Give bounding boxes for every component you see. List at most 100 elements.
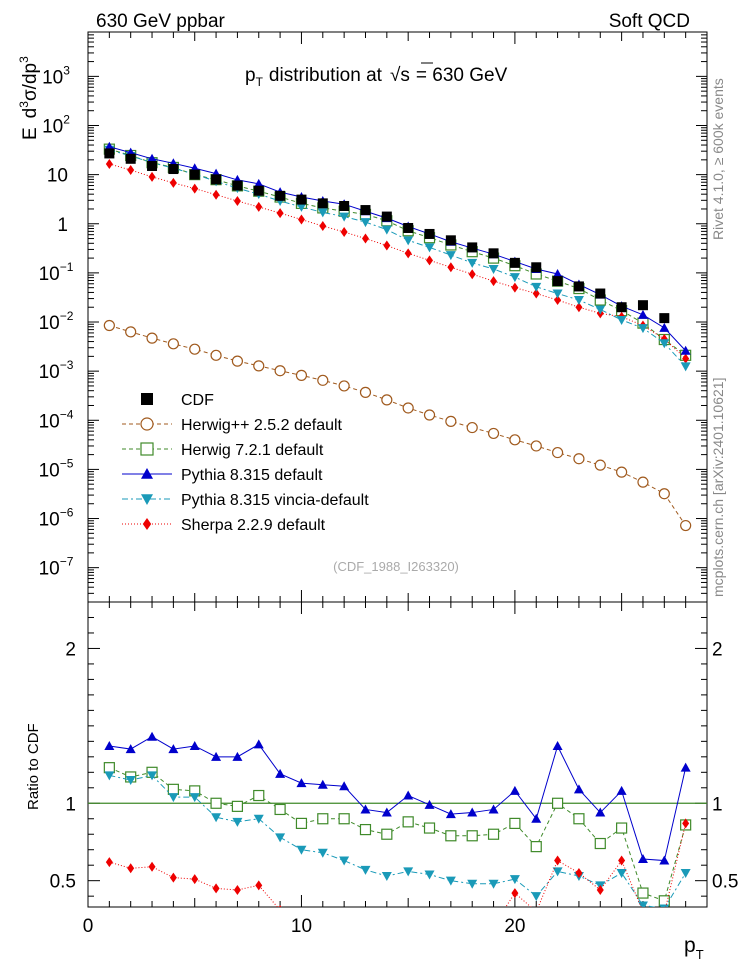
ratio-point-vincia <box>104 771 115 781</box>
point-cdf <box>488 248 499 259</box>
point-sherpa <box>383 240 391 251</box>
ratio-point-pythia <box>445 809 456 819</box>
point-herwigpp <box>210 349 222 361</box>
ratio-y-tick-label: 0.5 <box>50 872 76 893</box>
point-herwigpp <box>637 476 649 488</box>
point-sherpa <box>127 165 135 176</box>
point-vincia <box>637 324 648 334</box>
y-tick-exponent: −1 <box>60 260 74 274</box>
point-herwigpp <box>167 338 179 350</box>
point-cdf <box>467 242 478 253</box>
ratio-point-vincia <box>296 845 307 855</box>
ratio-point-pythia <box>531 813 542 823</box>
ratio-point-pythia <box>488 804 499 814</box>
ratio-point-sherpa <box>682 818 690 829</box>
ratio-point-sherpa <box>642 906 644 907</box>
point-herwigpp <box>509 434 521 446</box>
ratio-point-pythia <box>616 785 627 795</box>
ratio-point-herwig7 <box>616 822 628 834</box>
ratio-ticks: 0 10 20 0.5 0.5 1 1 2 2 <box>50 602 738 937</box>
legend-label-vincia: Pythia 8.315 vincia-default <box>181 492 369 509</box>
series-herwigpp <box>103 319 692 532</box>
y-tick-label: 10−4 <box>39 407 74 432</box>
ratio-point-herwig7 <box>466 830 478 842</box>
point-herwigpp <box>231 355 244 367</box>
y-tick-label: 10 <box>47 166 68 187</box>
point-cdf <box>275 190 286 201</box>
point-sherpa <box>468 269 476 280</box>
point-cdf <box>509 257 520 268</box>
point-cdf <box>659 313 670 324</box>
point-sherpa <box>575 302 583 313</box>
y-tick-base: 10 <box>39 510 60 531</box>
x-tick-label: 20 <box>504 916 525 937</box>
ratio-point-vincia <box>445 876 456 886</box>
mcplots-label: mcplots.cern.ch [arXiv:2401.10621] <box>710 378 726 597</box>
y-tick-label: 10−7 <box>39 555 74 580</box>
point-herwigpp <box>317 374 329 386</box>
point-cdf <box>616 302 627 313</box>
x-tick-label: 10 <box>291 916 312 937</box>
point-herwigpp <box>594 459 606 471</box>
y-tick-base: 10 <box>39 362 60 383</box>
series-line-herwigpp <box>109 325 687 526</box>
point-vincia <box>509 273 520 283</box>
ratio-point-pythia <box>232 751 243 761</box>
ratio-point-vincia <box>616 868 627 878</box>
ratio-point-herwig7 <box>573 813 585 825</box>
point-sherpa <box>426 255 434 266</box>
y-tick-base: 10 <box>39 313 60 334</box>
point-sherpa <box>148 171 156 182</box>
ratio-point-pythia <box>381 807 392 817</box>
point-sherpa <box>490 276 498 287</box>
point-cdf <box>403 222 414 233</box>
point-herwigpp <box>530 440 542 452</box>
ratio-point-vincia <box>211 813 222 823</box>
ratio-point-pythia <box>509 785 520 795</box>
ratio-point-pythia <box>168 744 179 754</box>
ratio-point-herwig7 <box>274 803 286 816</box>
ratio-point-pythia <box>339 781 350 791</box>
legend-item-sherpa: Sherpa 2.2.9 default <box>122 517 326 534</box>
y-tick-exponent: −5 <box>60 456 74 470</box>
ratio-point-pythia <box>424 799 435 809</box>
legend-marker-herwigpp <box>140 417 154 431</box>
point-vincia <box>552 289 563 299</box>
ratio-point-vincia <box>637 901 648 907</box>
ratio-point-herwig7 <box>402 816 414 828</box>
y-tick-base: 10 <box>39 264 60 285</box>
point-sherpa <box>105 158 113 169</box>
legend-item-pythia: Pythia 8.315 default <box>122 467 323 484</box>
point-herwigpp <box>189 343 201 355</box>
point-vincia <box>616 315 627 325</box>
ratio-point-herwig7 <box>338 813 350 825</box>
point-sherpa <box>191 183 199 194</box>
point-herwigpp <box>445 415 457 427</box>
point-cdf <box>360 205 371 216</box>
point-vincia <box>595 305 606 315</box>
ratio-point-pythia <box>637 854 648 864</box>
ratio-point-herwig7 <box>210 797 222 809</box>
ratio-point-pythia <box>680 762 691 772</box>
legend-item-cdf: CDF <box>141 392 214 409</box>
y-tick-exponent: −2 <box>60 309 74 323</box>
ratio-point-sherpa <box>212 883 220 894</box>
ratio-series-pythia <box>104 731 691 865</box>
ratio-point-vincia <box>339 856 350 866</box>
ratio-line-vincia <box>109 774 687 907</box>
point-herwigpp <box>551 446 564 459</box>
legend-label-cdf: CDF <box>181 392 214 409</box>
ratio-point-sherpa <box>191 874 199 885</box>
point-sherpa <box>340 226 348 237</box>
ratio-point-vincia <box>552 867 563 877</box>
legend-marker-pythia <box>141 468 153 479</box>
ratio-point-pythia <box>467 807 478 817</box>
ratio-point-vincia <box>253 814 264 824</box>
ratio-point-pythia <box>659 855 670 865</box>
main-y-axis-label: Ed3σ/dp3 <box>17 56 41 140</box>
point-sherpa <box>319 221 327 232</box>
ratio-point-herwig7 <box>594 837 606 850</box>
ratio-point-herwig7 <box>359 823 372 836</box>
ratio-point-vincia <box>531 892 542 902</box>
point-cdf <box>552 276 563 287</box>
